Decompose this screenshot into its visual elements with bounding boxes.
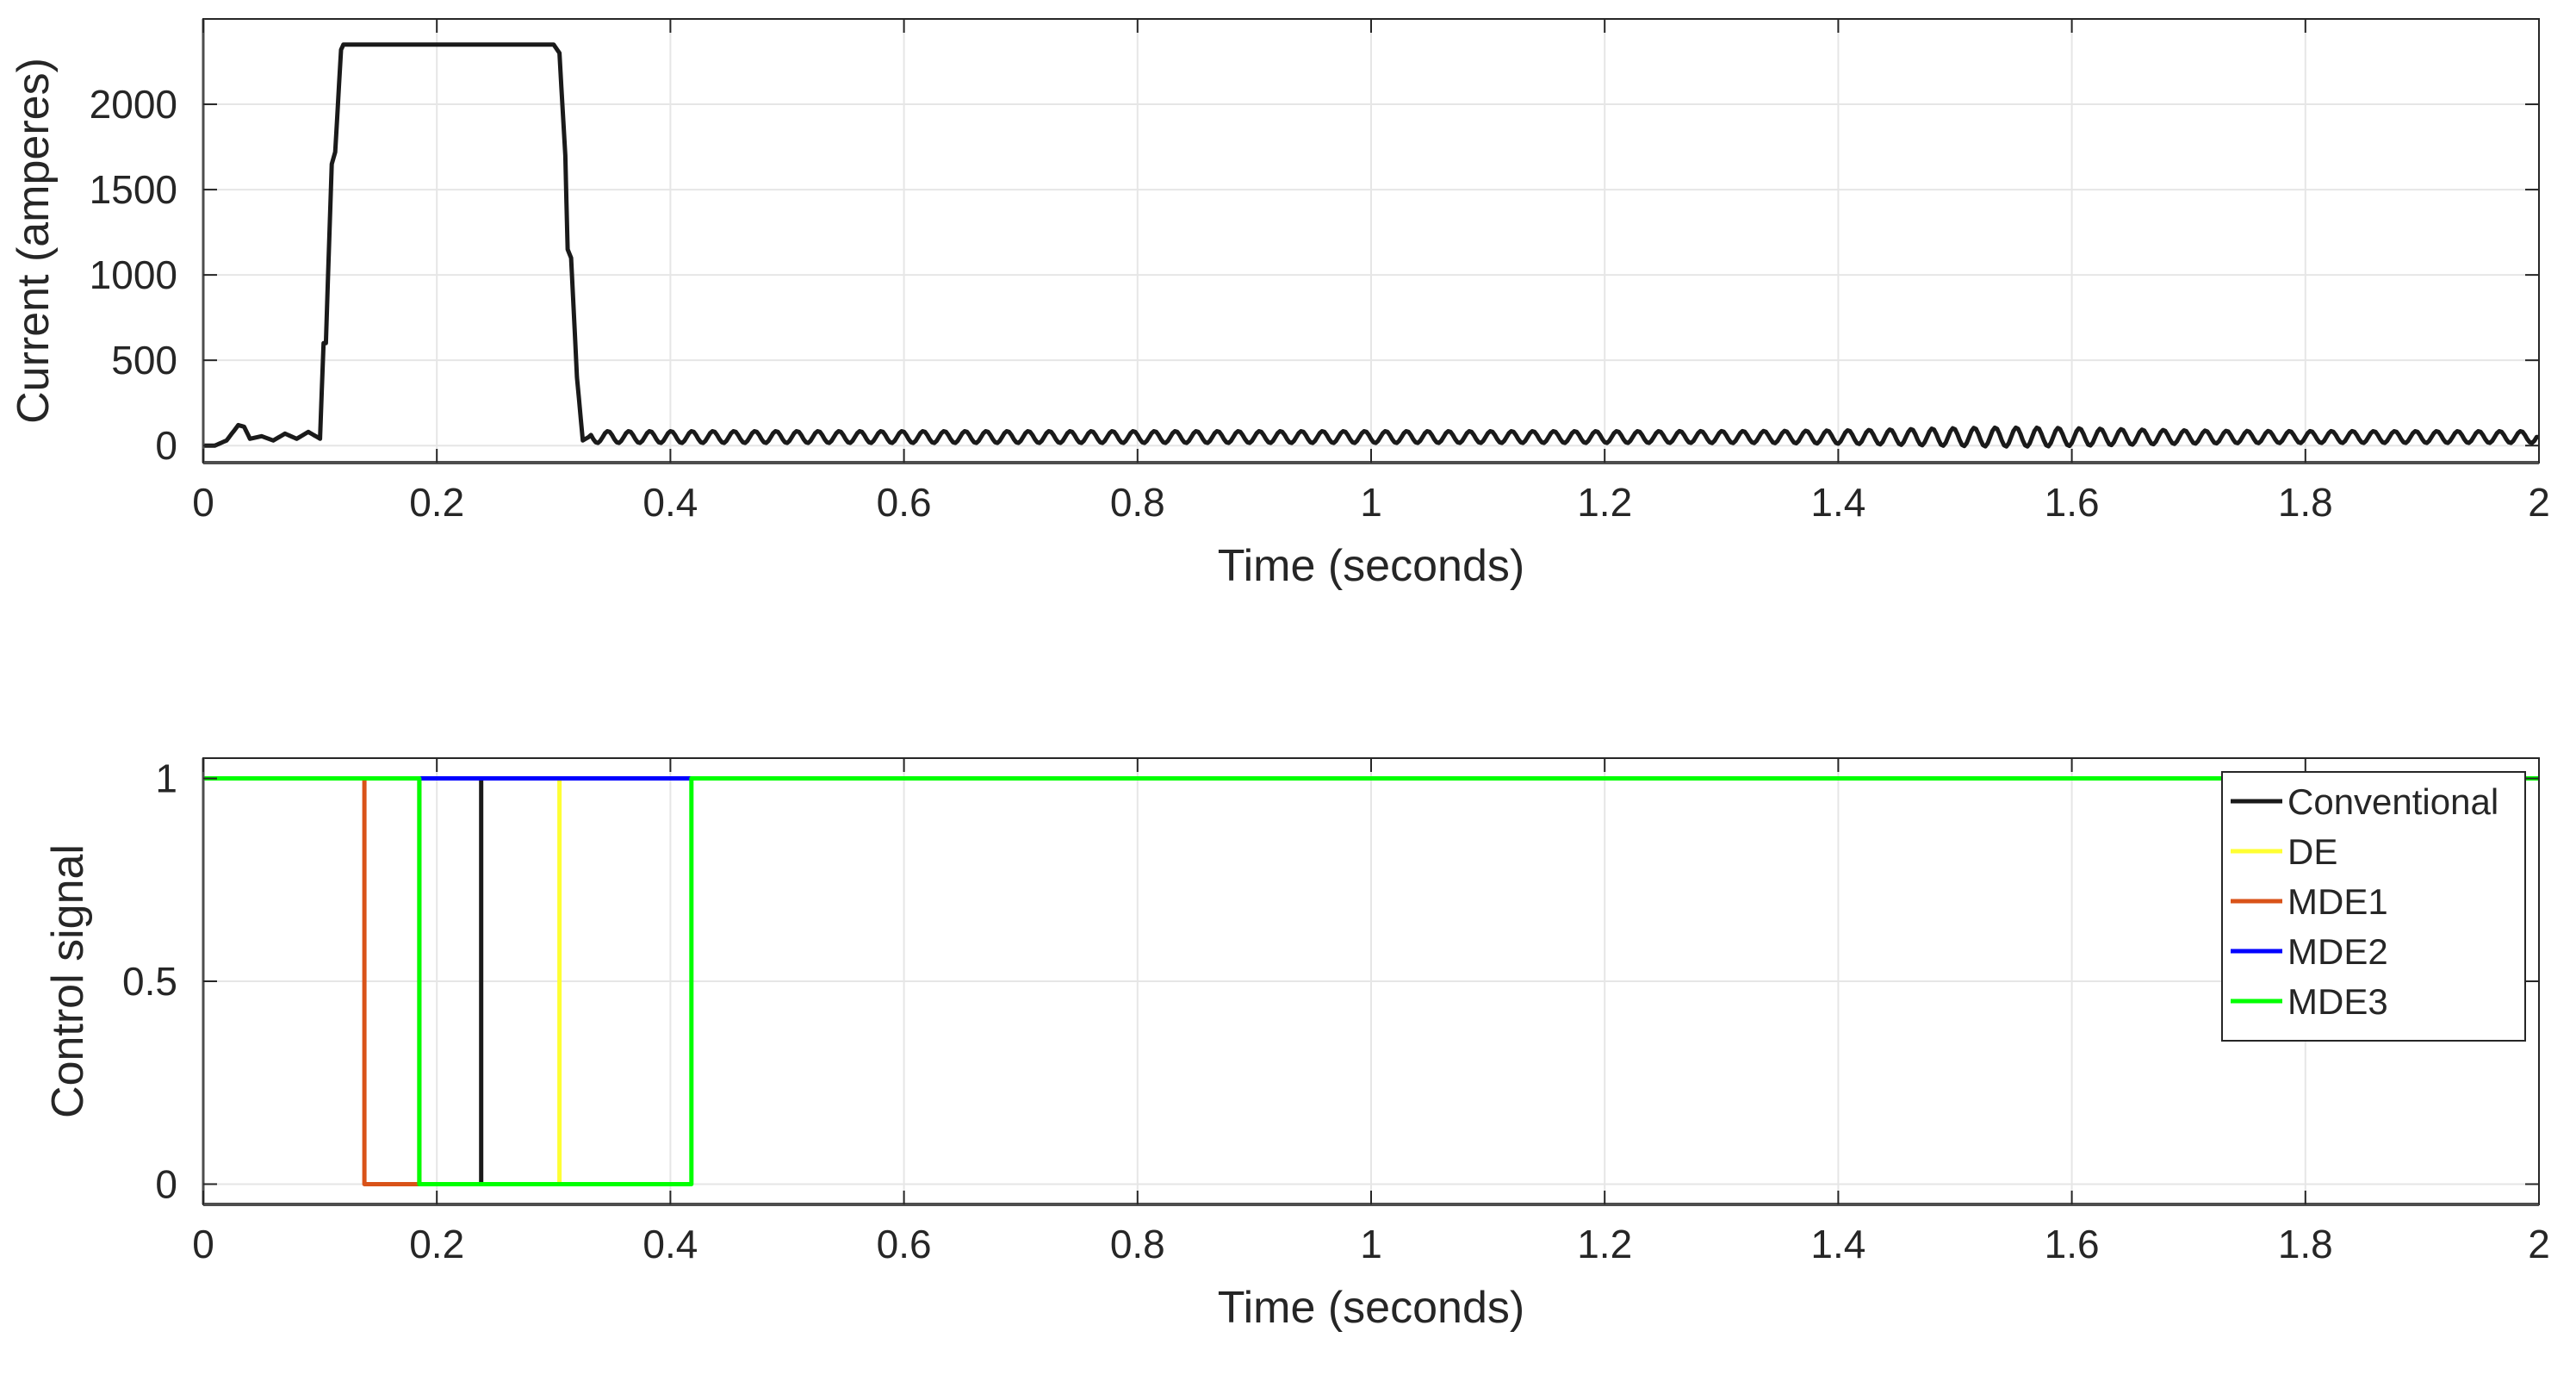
x-tick-label: 2 <box>2528 1222 2550 1266</box>
legend-box <box>2221 771 2526 1042</box>
legend-label-de: DE <box>2287 831 2337 872</box>
x-tick-label: 0.2 <box>409 480 464 525</box>
control-signal-chart: 0 0.2 0.4 0.6 0.8 1 1.2 1.4 1.6 1.8 2 0 0.5 1 Time (se… <box>43 756 2550 1333</box>
x-tick-label: 0 <box>192 1222 214 1266</box>
x-tick-label: 1.2 <box>1577 480 1632 525</box>
y-tick-label: 0.5 <box>122 959 177 1004</box>
x-tick-label: 0 <box>192 480 214 525</box>
y-tick-label: 1500 <box>90 167 177 212</box>
x-tick-label: 0.6 <box>877 480 932 525</box>
x-tick-label: 0.4 <box>642 480 698 525</box>
x-tick-label: 0.8 <box>1110 1222 1165 1266</box>
legend-label-mde2: MDE2 <box>2287 931 2388 972</box>
legend-label-mde3: MDE3 <box>2287 981 2388 1022</box>
series-line-0 <box>203 42 2539 449</box>
x-tick-label: 1.8 <box>2278 1222 2333 1266</box>
y-tick-label: 2000 <box>90 82 177 127</box>
y-axis-label: Current (amperes) <box>9 58 59 424</box>
y-axis-label: Control signal <box>43 844 93 1118</box>
x-tick-label: 0.2 <box>409 1222 464 1266</box>
y-tick-label: 1 <box>155 756 177 801</box>
x-tick-label: 1.8 <box>2278 480 2333 525</box>
x-axis-label: Time (seconds) <box>1218 1283 1524 1333</box>
x-tick-label: 0.4 <box>642 1222 698 1266</box>
y-tick-label: 0 <box>155 1161 177 1206</box>
x-axis-label: Time (seconds) <box>1218 541 1524 591</box>
x-tick-label: 1.6 <box>2045 480 2100 525</box>
y-tick-label: 500 <box>111 338 177 383</box>
x-tick-label: 1.2 <box>1577 1222 1632 1266</box>
x-tick-label: 2 <box>2528 480 2550 525</box>
current-chart: 0 0.2 0.4 0.6 0.8 1 1.2 1.4 1.6 1.8 2 0 500 1000 1500 2… <box>9 18 2550 591</box>
x-tick-label: 0.6 <box>877 1222 932 1266</box>
x-tick-label: 1.6 <box>2045 1222 2100 1266</box>
series-line-mde3 <box>203 776 2539 1186</box>
x-tick-label: 1 <box>1360 480 1382 525</box>
x-tick-label: 0.8 <box>1110 480 1165 525</box>
legend-label-conventional: Conventional <box>2287 781 2498 822</box>
y-tick-label: 1000 <box>90 252 177 297</box>
legend: Conventional DE MDE1 MDE2 MDE3 <box>2221 771 2526 1042</box>
x-tick-label: 1 <box>1360 1222 1382 1266</box>
x-tick-label: 1.4 <box>1810 1222 1865 1266</box>
legend-label-mde1: MDE1 <box>2287 881 2388 922</box>
y-tick-label: 0 <box>155 423 177 468</box>
x-tick-label: 1.4 <box>1810 480 1865 525</box>
